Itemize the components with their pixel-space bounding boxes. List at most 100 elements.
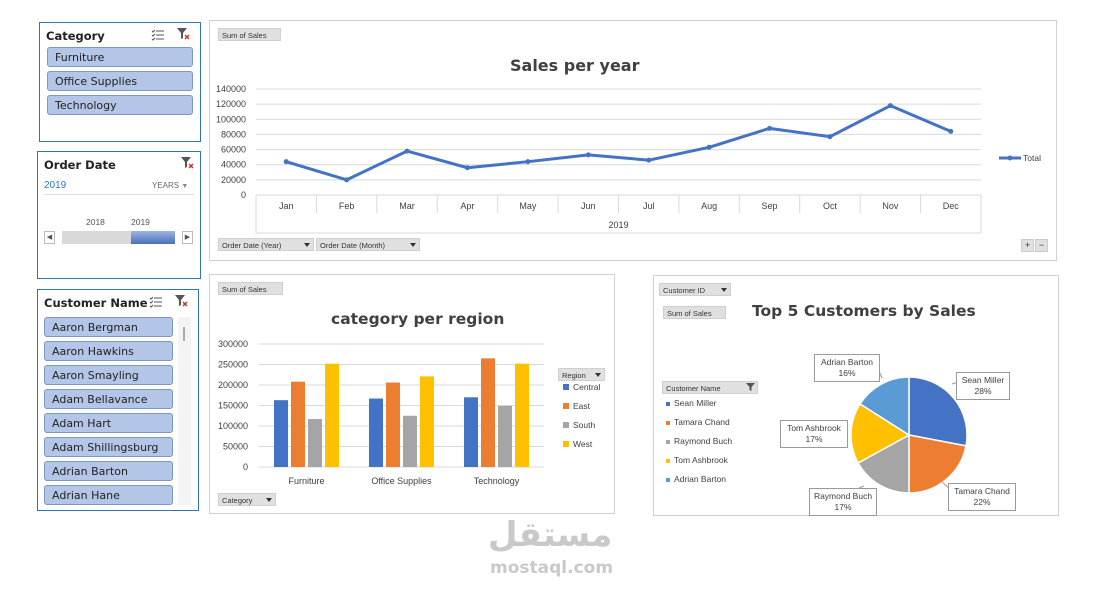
- sales-per-year-chart: Sum of Sales Sales per year 0 20000 40000 6…: [209, 20, 1057, 261]
- legend-swatch: [666, 478, 670, 482]
- data-point: [585, 152, 591, 158]
- x-tick-label: Dec: [943, 201, 960, 211]
- slicer-item-customer[interactable]: Adrian Barton: [44, 461, 173, 481]
- slicer-item-customer[interactable]: Adam Shillingsburg: [44, 437, 173, 457]
- chart-title: category per region: [331, 310, 505, 328]
- slicer-item-technology[interactable]: Technology: [47, 95, 193, 115]
- slicer-title: Customer Name: [44, 296, 148, 310]
- clear-filter-icon[interactable]: [180, 156, 194, 174]
- y-tick-label: 120000: [216, 99, 246, 109]
- expand-field-button[interactable]: +: [1021, 239, 1034, 252]
- timeline-selected-bar[interactable]: [131, 231, 175, 244]
- slicer-item-customer[interactable]: Adam Hart: [44, 413, 173, 433]
- customer-name-legend-field-button[interactable]: Customer Name: [662, 381, 758, 394]
- y-tick-label: 100000: [216, 114, 246, 124]
- line-chart-plot: 0 20000 40000 60000 80000 100000 120000 140000 J…: [216, 84, 1041, 234]
- legend-swatch: [666, 440, 670, 444]
- clear-filter-icon[interactable]: [174, 294, 188, 312]
- bar-west: [325, 363, 339, 467]
- data-point: [767, 125, 773, 131]
- slicer-item-office-supplies[interactable]: Office Supplies: [47, 71, 193, 91]
- legend-swatch: [666, 421, 670, 425]
- callout-name: Raymond Buch: [813, 491, 873, 501]
- timeline-year-2018: 2018: [86, 217, 105, 227]
- order-date-month-field-button[interactable]: Order Date (Month): [316, 238, 420, 251]
- y-tick-label: 0: [243, 462, 248, 472]
- slicer-scrollbar[interactable]: [178, 317, 191, 505]
- slicer-item-customer[interactable]: Aaron Smayling: [44, 365, 173, 385]
- slicer-title: Category: [46, 29, 105, 43]
- pie-slice-raymond-buch: [857, 433, 910, 494]
- y-tick-label: 200000: [218, 380, 248, 390]
- chevron-down-icon: [721, 288, 727, 292]
- callout-name: Adrian Barton: [821, 357, 873, 367]
- legend-label: Tom Ashbrook: [674, 455, 729, 465]
- sum-of-sales-field-button[interactable]: Sum of Sales: [218, 282, 283, 295]
- bar-central: [369, 398, 383, 467]
- category-slicer: Category Furniture Office Supplies Techn…: [39, 22, 201, 142]
- y-tick-label: 150000: [218, 401, 248, 411]
- x-tick-label: Nov: [882, 201, 899, 211]
- region-legend-field-button[interactable]: Region: [558, 368, 605, 381]
- multi-select-icon[interactable]: [151, 28, 165, 46]
- pie-data-label-raymond-buch: Raymond Buch 17%: [809, 488, 877, 516]
- bar-south: [403, 415, 417, 467]
- legend-marker-total: [1007, 155, 1013, 161]
- multi-select-icon[interactable]: [149, 295, 163, 313]
- bar-west: [515, 363, 529, 467]
- x-tick-label: Feb: [339, 201, 355, 211]
- scrollbar-thumb[interactable]: [183, 327, 185, 341]
- x-tick-label: Jun: [581, 201, 596, 211]
- slicer-item-customer[interactable]: Adrian Hane: [44, 485, 173, 505]
- data-point: [464, 165, 470, 171]
- y-tick-label: 20000: [221, 175, 246, 185]
- x-tick-label: Office Supplies: [371, 476, 432, 486]
- callout-percent: 16%: [838, 368, 856, 378]
- data-point: [404, 148, 410, 154]
- timeline-level-label: YEARS: [152, 181, 180, 190]
- data-point: [646, 157, 652, 163]
- sum-of-sales-field-button[interactable]: Sum of Sales: [218, 28, 281, 41]
- slicer-item-customer[interactable]: Aaron Hawkins: [44, 341, 173, 361]
- customer-id-field-button[interactable]: Customer ID: [659, 283, 731, 296]
- timeline-scroll-right-button[interactable]: ▶: [182, 231, 193, 244]
- callout-percent: 17%: [805, 434, 823, 444]
- data-point: [887, 103, 893, 109]
- timeline-level-dropdown[interactable]: YEARS ▼: [152, 181, 188, 190]
- data-point: [948, 128, 954, 134]
- timeline-scroll-left-button[interactable]: ◀: [44, 231, 55, 244]
- legend-swatch-south: [563, 422, 569, 428]
- callout-percent: 17%: [834, 502, 852, 512]
- slicer-item-customer[interactable]: Aaron Bergman: [44, 317, 173, 337]
- field-button-label: Order Date (Month): [320, 241, 386, 250]
- order-date-year-field-button[interactable]: Order Date (Year): [218, 238, 314, 251]
- sum-of-sales-field-button[interactable]: Sum of Sales: [663, 306, 726, 319]
- timeline-divider: [44, 194, 194, 195]
- pie-data-label-tom-ashbrook: Tom Ashbrook 17%: [780, 420, 848, 448]
- bar-chart-plot: 0 50000 100000 150000 200000 250000 300000 Furn…: [218, 339, 601, 486]
- data-point: [525, 159, 531, 165]
- x-tick-label: Jan: [279, 201, 294, 211]
- x-tick-label: Technology: [474, 476, 520, 486]
- series-line-total: [285, 104, 952, 182]
- bar-central: [464, 397, 478, 467]
- x-tick-label: May: [519, 201, 537, 211]
- y-tick-label: 140000: [216, 84, 246, 94]
- slicer-item-customer[interactable]: Adam Bellavance: [44, 389, 173, 409]
- legend-swatch-west: [563, 441, 569, 447]
- top-customers-chart: Customer ID Sum of Sales Top 5 Customers…: [653, 275, 1059, 516]
- pie-slice-sean-miller: [908, 376, 968, 447]
- legend-label: Adrian Barton: [674, 474, 726, 484]
- callout-name: Sean Miller: [961, 375, 1005, 385]
- category-axis-field-button[interactable]: Category: [218, 493, 276, 506]
- bar-south: [498, 405, 512, 467]
- bar-central: [274, 400, 288, 467]
- slicer-item-furniture[interactable]: Furniture: [47, 47, 193, 67]
- data-point: [283, 159, 289, 165]
- pie-data-label-adrian-barton: Adrian Barton 16%: [814, 354, 880, 382]
- clear-filter-icon[interactable]: [176, 27, 190, 45]
- chevron-down-icon: ▼: [181, 183, 189, 190]
- x-tick-label: Oct: [823, 201, 838, 211]
- collapse-field-button[interactable]: −: [1035, 239, 1048, 252]
- chevron-down-icon: [595, 373, 601, 377]
